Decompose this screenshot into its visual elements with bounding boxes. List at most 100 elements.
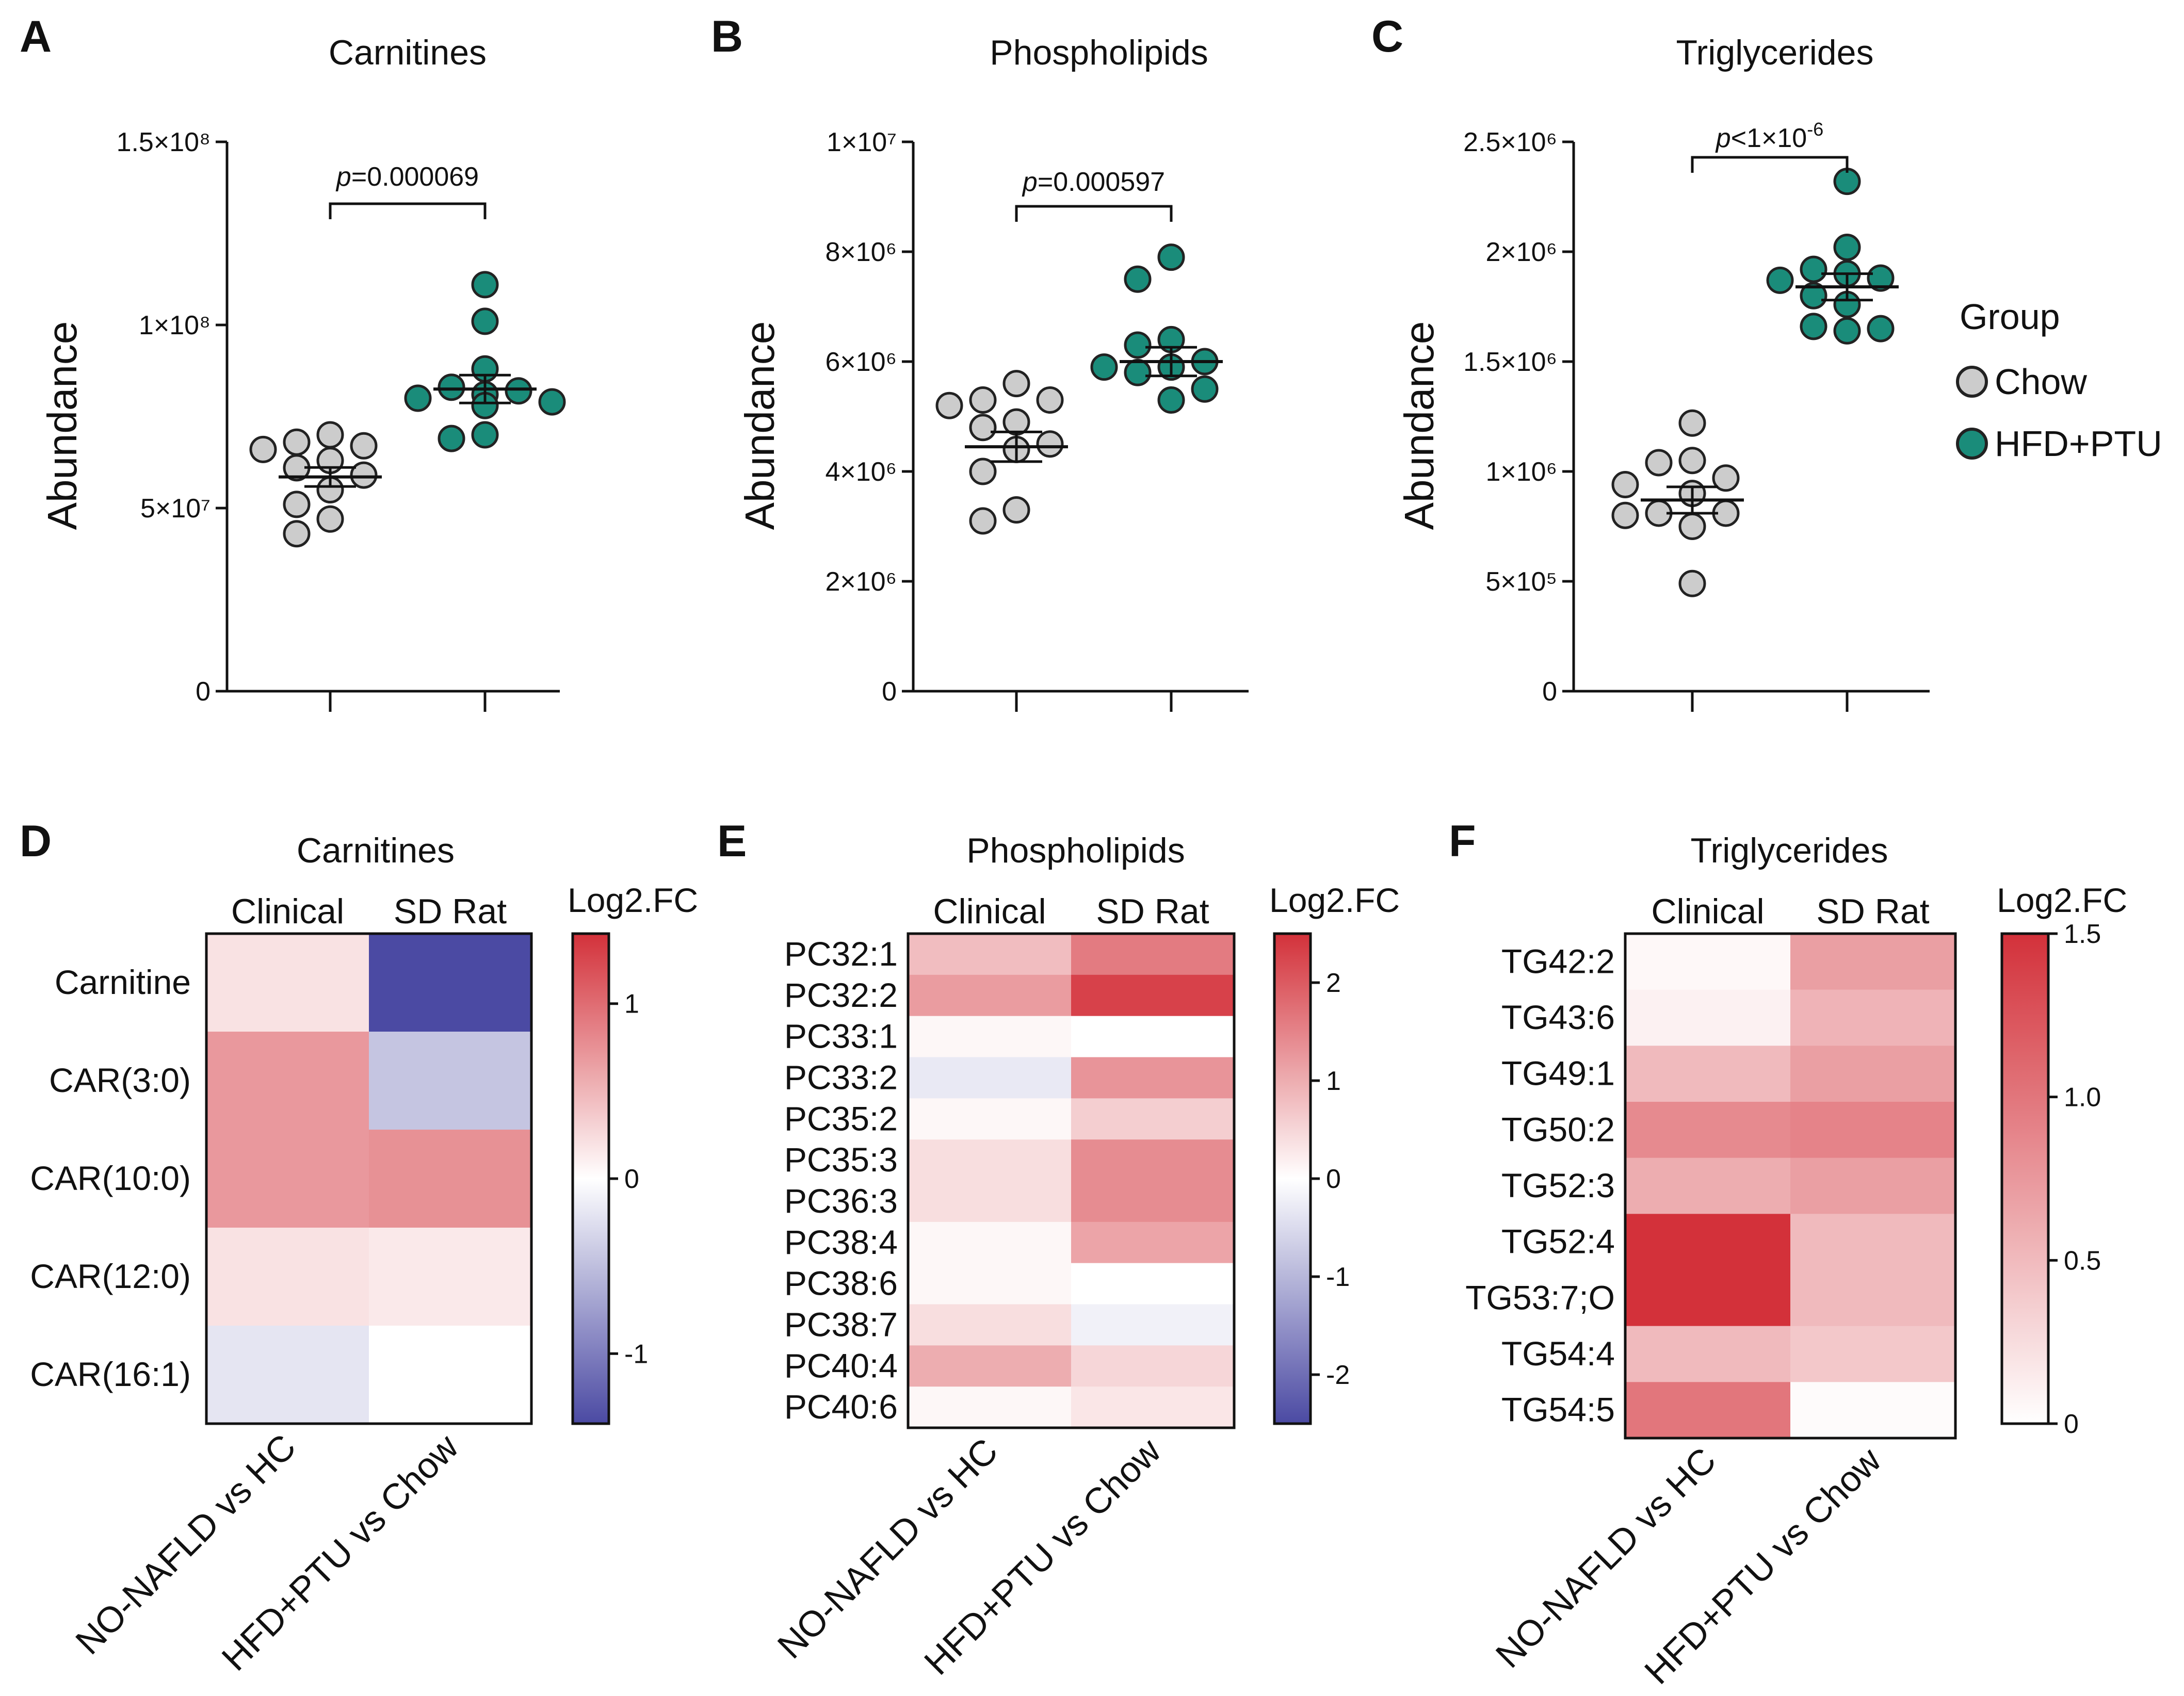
- panel-a-pvalue: p=0.000069: [335, 162, 479, 192]
- panel-d-column-header: Clinical: [231, 892, 344, 931]
- panel-b-point-hfd-ptu: [1124, 358, 1152, 386]
- panel-a-ytick-label: 1×10⁸: [139, 311, 211, 340]
- panel-d-row-label: Carnitine: [55, 963, 191, 1001]
- panel-a-ytick-label: 5×10⁷: [140, 494, 211, 524]
- panel-e-cell: [908, 934, 1072, 975]
- panel-e-cell: [1071, 1098, 1235, 1140]
- panel-a-point-hfd-ptu: [438, 373, 465, 401]
- panel-c-ytick-label: 2.5×10⁶: [1463, 127, 1557, 157]
- panel-e-row-label: PC35:2: [784, 1099, 898, 1137]
- panel-c-significance-bracket: [1691, 156, 1849, 173]
- panel-e-row-label: PC32:2: [784, 976, 898, 1014]
- panel-d-cell: [369, 1228, 532, 1326]
- panel-e-cell: [908, 1221, 1072, 1264]
- panel-a-point-chow: [350, 432, 378, 460]
- legend-marker-chow: [1956, 366, 1988, 398]
- panel-c-title: Triglycerides: [1676, 33, 1874, 72]
- scatter-plot-a: 0 5×10⁷ 1×10⁸ 1.5×10⁸: [117, 127, 566, 712]
- panel-f-row-label: TG53:7;O: [1465, 1278, 1615, 1316]
- panel-f-frame: [1624, 932, 1957, 1440]
- panel-a-point-hfd-ptu: [404, 384, 432, 412]
- panel-b-point-chow: [1036, 386, 1064, 414]
- panel-d-cell: [206, 1326, 369, 1424]
- panel-e-cell: [1071, 1016, 1235, 1057]
- panel-e-colorbar-title: Log2.FC: [1269, 881, 1400, 919]
- panel-f-cell: [1625, 934, 1791, 990]
- legend-marker-hfd-ptu: [1956, 428, 1988, 460]
- panel-e-cell: [908, 1387, 1072, 1428]
- panel-f-row-label: TG43:6: [1501, 998, 1615, 1036]
- panel-c-point-chow: [1611, 501, 1639, 529]
- panel-d-row-label: CAR(12:0): [30, 1257, 191, 1295]
- panel-e-column-header: Clinical: [933, 892, 1046, 931]
- panel-f-cell: [1790, 989, 1956, 1046]
- panel-c-ytick-label: 0: [1542, 677, 1557, 707]
- panel-c-point-hfd-ptu: [1800, 282, 1827, 309]
- panel-f-cell: [1790, 1102, 1956, 1159]
- panel-e-row-label: PC35:3: [784, 1140, 898, 1179]
- panel-c-point-chow: [1678, 409, 1706, 437]
- panel-e-row-label: PC32:1: [784, 935, 898, 973]
- panel-d-colorbar-title: Log2.FC: [568, 881, 698, 919]
- panel-d-row-label: CAR(3:0): [49, 1061, 191, 1099]
- panel-b-ylabel: Abundance: [737, 321, 783, 530]
- panel-a-pvalue-text: =0.000069: [351, 162, 479, 192]
- panel-f-cell: [1625, 989, 1791, 1046]
- panel-e-title: Phospholipids: [966, 831, 1185, 870]
- panel-a-pvalue-p: p: [335, 162, 351, 192]
- panel-a-point-chow: [316, 505, 344, 533]
- panel-a-point-hfd-ptu: [471, 307, 499, 335]
- panel-f-colorbar-label: 1.5: [2064, 919, 2101, 949]
- panel-f-colorbar: [2000, 932, 2050, 1425]
- panel-b-pvalue: p=0.000597: [1022, 167, 1165, 197]
- panel-b-point-hfd-ptu: [1090, 353, 1118, 381]
- panel-b-point-hfd-ptu: [1157, 243, 1185, 271]
- panel-f-row-label: TG52:4: [1501, 1222, 1615, 1261]
- panel-d-colorbar-label: 0: [624, 1164, 639, 1194]
- panel-f-cell: [1625, 1270, 1791, 1327]
- panel-c-ytick-label: 5×10⁵: [1485, 567, 1557, 597]
- panel-e-row-label: PC38:7: [784, 1305, 898, 1343]
- scatter-plot-b: 0 2×10⁶ 4×10⁶ 6×10⁶ 8×10⁶ 1×10⁷: [825, 127, 1249, 712]
- panel-e-cell: [1071, 1263, 1235, 1304]
- panel-b-ytick-label: 4×10⁶: [825, 457, 897, 487]
- panel-e-cell: [908, 1181, 1072, 1222]
- panel-a-point-chow: [283, 491, 311, 518]
- panel-f-row-label: TG54:5: [1501, 1391, 1615, 1429]
- panel-e-row-label: PC38:4: [784, 1223, 898, 1261]
- legend-title: Group: [1960, 297, 2060, 337]
- panel-a-point-hfd-ptu: [471, 421, 499, 449]
- panel-b-ytick-label: 8×10⁶: [825, 237, 897, 267]
- panel-e-cell: [908, 1304, 1072, 1346]
- panel-c-point-hfd-ptu: [1833, 317, 1861, 345]
- panel-c-ytick-label: 1×10⁶: [1485, 457, 1557, 487]
- panel-f-cell: [1625, 1102, 1791, 1159]
- panel-f-row-label: TG42:2: [1501, 942, 1615, 980]
- legend-label-chow: Chow: [1995, 362, 2087, 402]
- panel-a-significance-bracket: [329, 202, 487, 219]
- panel-c-ytick-label: 1.5×10⁶: [1463, 347, 1557, 377]
- panel-f-cell: [1790, 1046, 1956, 1102]
- panel-e-row-label: PC33:1: [784, 1017, 898, 1055]
- panel-a-point-hfd-ptu: [471, 271, 499, 299]
- panel-d-row-label: CAR(16:1): [30, 1355, 191, 1393]
- panel-f-cell: [1625, 1046, 1791, 1102]
- panel-a-point-hfd-ptu: [438, 425, 465, 452]
- panel-f-row-label: TG54:4: [1501, 1334, 1615, 1373]
- panel-f-cell: [1790, 934, 1956, 990]
- panel-f-colorbar-label: 0.5: [2064, 1246, 2101, 1276]
- panel-a-title: Carnitines: [329, 33, 487, 72]
- panel-d-column-header: SD Rat: [394, 892, 507, 931]
- panel-c-pvalue-text: <1×10: [1731, 123, 1807, 153]
- panel-c-point-chow: [1678, 447, 1706, 475]
- panel-b-ytick-label: 2×10⁶: [825, 567, 897, 597]
- panel-d-colorbar-label: 1: [624, 989, 639, 1019]
- panel-f-cell: [1625, 1326, 1791, 1382]
- panel-b-ytick-label: 1×10⁷: [827, 127, 897, 157]
- panel-b-point-chow: [935, 392, 963, 419]
- panel-c-point-chow: [1712, 464, 1740, 492]
- panel-c-point-chow: [1645, 449, 1673, 477]
- panel-d-cell: [369, 1032, 532, 1130]
- panel-c-pvalue-p: p: [1715, 123, 1731, 153]
